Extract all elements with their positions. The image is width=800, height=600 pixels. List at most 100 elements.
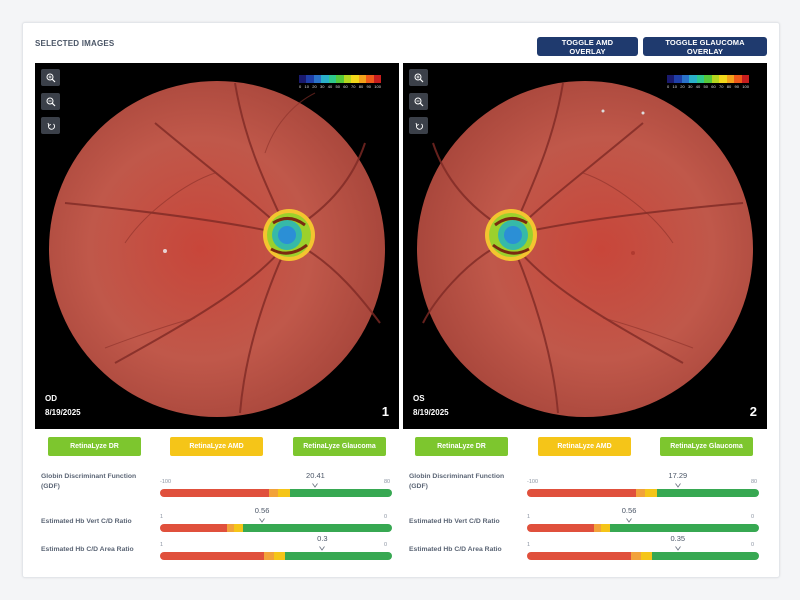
metric-min: 1 <box>527 542 531 548</box>
scale-swatch <box>711 75 720 83</box>
scale-tick: 20 <box>312 84 317 89</box>
zoom-out-button[interactable] <box>41 93 60 110</box>
reset-view-button[interactable] <box>409 117 428 134</box>
metric-max: 80 <box>751 479 758 485</box>
zoom-in-icon <box>46 73 55 82</box>
metric-marker-icon <box>259 518 265 523</box>
reset-view-button[interactable] <box>41 117 60 134</box>
retinalyze-dr-button-od[interactable]: RetinaLyze DR <box>48 437 141 456</box>
heatmap-scale: 0 10 20 30 40 50 60 70 80 90 100 <box>667 75 749 89</box>
metric-marker-icon <box>319 546 326 551</box>
scale-swatch <box>306 75 314 83</box>
scale-swatch <box>734 75 742 83</box>
eye-label: OD <box>45 394 57 403</box>
reset-icon <box>47 122 55 130</box>
scale-swatch <box>313 75 322 83</box>
scale-swatch <box>351 75 359 83</box>
scale-tick: 30 <box>320 84 325 89</box>
metric-bar-segment <box>243 524 392 532</box>
metric-marker-icon <box>674 483 681 488</box>
scale-tick: 100 <box>742 84 749 89</box>
scale-swatch <box>321 75 329 83</box>
image-index: 2 <box>749 404 757 419</box>
scale-tick: 70 <box>719 84 724 89</box>
zoom-out-icon <box>414 97 423 106</box>
scale-tick: 100 <box>374 84 381 89</box>
metric-label: Estimated Hb Vert C/D Ratio <box>409 518 500 525</box>
scale-tick: 20 <box>680 84 685 89</box>
fundus-image-os <box>417 81 753 417</box>
scale-swatch <box>726 75 735 83</box>
metric-bar-segment <box>610 524 759 532</box>
scale-swatch <box>373 75 381 83</box>
metric-bar-segment <box>631 552 641 560</box>
metric-value: 0.56 <box>621 506 637 515</box>
metric-bar <box>160 552 392 560</box>
metric-marker-icon <box>674 546 681 551</box>
metric-bar-segment <box>269 489 279 497</box>
zoom-out-icon <box>46 97 55 106</box>
metric-bar <box>527 552 759 560</box>
scale-swatch <box>299 75 307 83</box>
metric-value: 17.29 <box>668 471 688 480</box>
zoom-in-icon <box>414 73 423 82</box>
metric-value: 0.35 <box>670 534 686 543</box>
metric-bar-segment <box>527 524 595 532</box>
selected-images-panel: SELECTED IMAGES TOGGLE AMD OVERLAY TOGGL… <box>22 22 780 578</box>
scale-swatch <box>667 75 675 83</box>
scale-swatch <box>689 75 697 83</box>
retinalyze-amd-button-os[interactable]: RetinaLyze AMD <box>538 437 631 456</box>
metric-max: 0 <box>751 514 755 520</box>
scale-tick: 10 <box>304 84 309 89</box>
metric-max: 0 <box>384 514 388 520</box>
image-index: 1 <box>381 404 389 419</box>
scale-tick: 0 <box>667 84 670 89</box>
scale-swatch <box>696 75 705 83</box>
metric-bar-segment <box>227 524 235 532</box>
retinalyze-amd-button-od[interactable]: RetinaLyze AMD <box>170 437 263 456</box>
scale-tick: 40 <box>695 84 701 89</box>
toggle-amd-overlay-button[interactable]: TOGGLE AMD OVERLAY <box>537 37 638 56</box>
fundus-viewer-os[interactable]: 0 10 20 30 40 50 60 70 80 90 100 OS 8/19/2025 2 <box>403 63 767 429</box>
metric-value: 0.56 <box>254 506 270 515</box>
fundus-viewer-od[interactable]: 0 10 20 30 40 50 60 70 80 90 100 OD 8/19/2025 1 <box>35 63 399 429</box>
scale-tick: 10 <box>672 84 677 89</box>
zoom-in-button[interactable] <box>409 69 428 86</box>
metric-bar-segment <box>160 489 270 497</box>
scale-tick: 70 <box>351 84 356 89</box>
retinalyze-glaucoma-button-od[interactable]: RetinaLyze Glaucoma <box>293 437 386 456</box>
scale-tick: 90 <box>366 84 371 89</box>
metric-bar-segment <box>636 489 646 497</box>
metric-value: 0.3 <box>317 534 328 543</box>
metric-value: 20.41 <box>306 471 325 480</box>
scale-tick: 80 <box>358 84 364 89</box>
metric-label: Globin Discriminant Function (GDF) <box>41 473 137 490</box>
scale-swatch <box>343 75 352 83</box>
scale-swatch <box>366 75 374 83</box>
metric-bar <box>160 524 392 532</box>
retinalyze-glaucoma-button-os[interactable]: RetinaLyze Glaucoma <box>660 437 753 456</box>
scale-tick: 50 <box>703 84 708 89</box>
metric-bar-segment <box>527 489 637 497</box>
scale-tick: 60 <box>711 84 716 89</box>
scale-tick: 0 <box>299 84 302 89</box>
zoom-out-button[interactable] <box>409 93 428 110</box>
metric-bar <box>527 489 759 497</box>
metric-min: -100 <box>527 479 539 485</box>
metric-bar-segment <box>652 552 759 560</box>
reset-icon <box>415 122 423 130</box>
metric-bar-segment <box>640 552 653 560</box>
toggle-glaucoma-overlay-button[interactable]: TOGGLE GLAUCOMA OVERLAY <box>643 37 767 56</box>
metric-marker-icon <box>626 518 632 523</box>
metric-bar-segment <box>527 552 632 560</box>
scale-tick: 80 <box>726 84 732 89</box>
scale-tick: 30 <box>688 84 693 89</box>
metric-label: Estimated Hb C/D Area Ratio <box>41 546 134 553</box>
metric-marker-icon <box>312 483 319 488</box>
image-date: 8/19/2025 <box>413 408 449 417</box>
zoom-in-button[interactable] <box>41 69 60 86</box>
metric-label: Estimated Hb C/D Area Ratio <box>409 546 502 553</box>
scale-tick: 40 <box>327 84 333 89</box>
metric-bar-segment <box>273 552 286 560</box>
retinalyze-dr-button-os[interactable]: RetinaLyze DR <box>415 437 508 456</box>
